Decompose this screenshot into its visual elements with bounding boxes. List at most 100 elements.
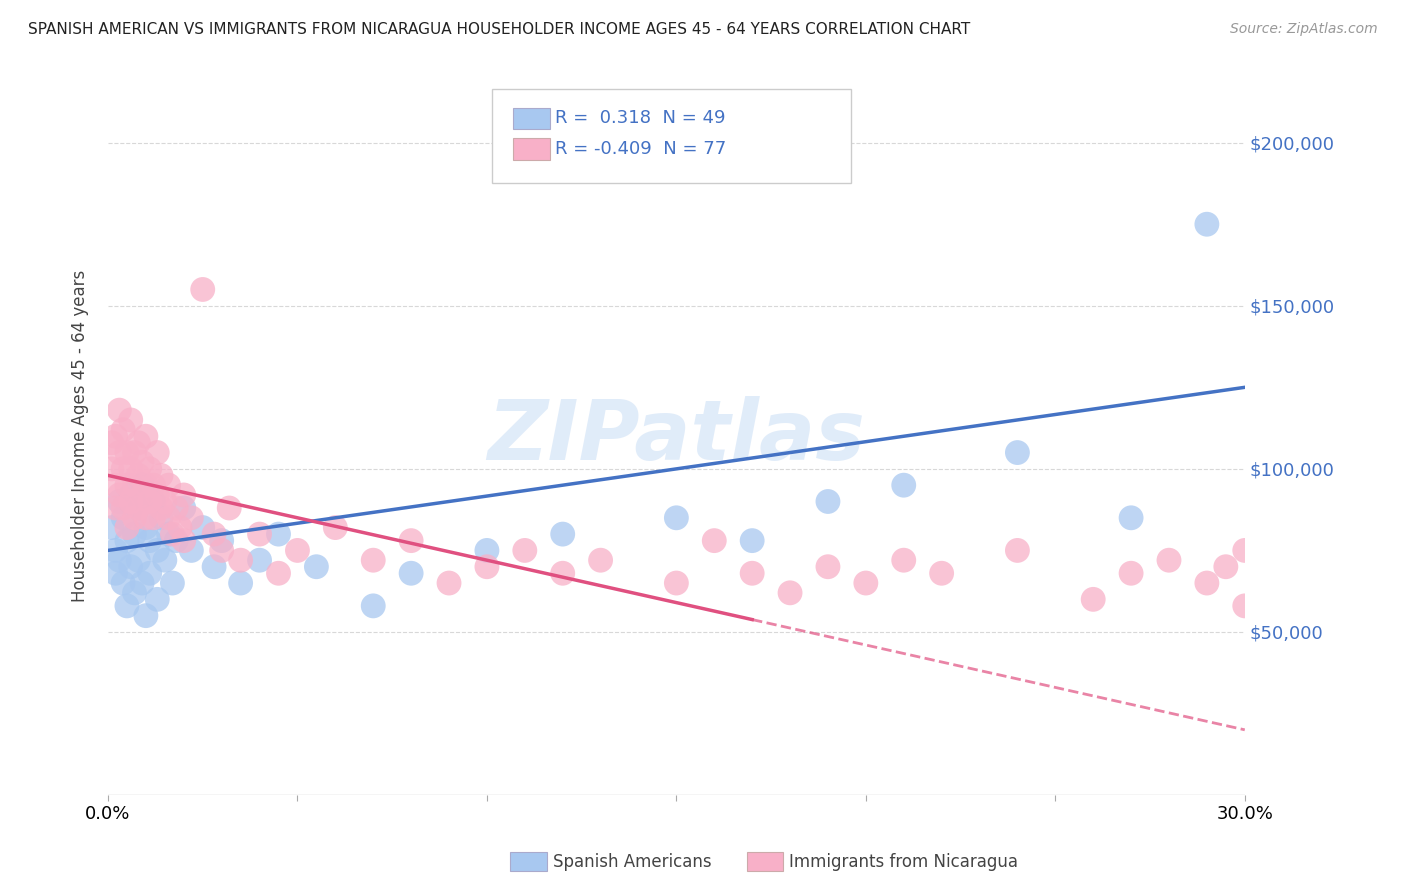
- Text: R =  0.318  N = 49: R = 0.318 N = 49: [555, 109, 725, 127]
- Point: [218, 501, 240, 516]
- Point: [112, 462, 135, 476]
- Point: [112, 576, 135, 591]
- Point: [249, 553, 271, 567]
- Point: [146, 592, 169, 607]
- Point: [162, 527, 184, 541]
- Point: [551, 566, 574, 581]
- Point: [267, 527, 290, 541]
- Point: [931, 566, 953, 581]
- Point: [135, 429, 157, 443]
- Point: [1195, 576, 1218, 591]
- Point: [1233, 599, 1256, 613]
- Point: [173, 488, 195, 502]
- Point: [211, 533, 233, 548]
- Text: ZIPatlas: ZIPatlas: [488, 396, 865, 476]
- Point: [146, 488, 169, 502]
- Point: [120, 462, 142, 476]
- Point: [150, 510, 173, 524]
- Y-axis label: Householder Income Ages 45 - 64 years: Householder Income Ages 45 - 64 years: [72, 270, 89, 602]
- Point: [112, 510, 135, 524]
- Point: [101, 520, 124, 534]
- Point: [120, 413, 142, 427]
- Point: [361, 553, 384, 567]
- Text: SPANISH AMERICAN VS IMMIGRANTS FROM NICARAGUA HOUSEHOLDER INCOME AGES 45 - 64 YE: SPANISH AMERICAN VS IMMIGRANTS FROM NICA…: [28, 22, 970, 37]
- Point: [127, 501, 149, 516]
- Point: [1119, 510, 1142, 524]
- Point: [665, 576, 688, 591]
- Text: R = -0.409  N = 77: R = -0.409 N = 77: [555, 140, 727, 158]
- Point: [138, 494, 160, 508]
- Point: [741, 566, 763, 581]
- Point: [124, 527, 146, 541]
- Point: [1007, 543, 1029, 558]
- Point: [138, 566, 160, 581]
- Point: [202, 527, 225, 541]
- Point: [138, 462, 160, 476]
- Point: [150, 468, 173, 483]
- Point: [399, 533, 422, 548]
- Point: [1157, 553, 1180, 567]
- Point: [229, 553, 252, 567]
- Point: [135, 510, 157, 524]
- Point: [249, 527, 271, 541]
- Point: [1119, 566, 1142, 581]
- Point: [112, 501, 135, 516]
- Point: [115, 599, 138, 613]
- Point: [173, 533, 195, 548]
- Point: [211, 543, 233, 558]
- Point: [120, 488, 142, 502]
- Point: [104, 501, 127, 516]
- Point: [153, 553, 176, 567]
- Point: [108, 488, 131, 502]
- Point: [135, 478, 157, 492]
- Point: [146, 445, 169, 459]
- Point: [165, 533, 187, 548]
- Point: [162, 576, 184, 591]
- Point: [305, 559, 328, 574]
- Point: [475, 543, 498, 558]
- Point: [142, 494, 165, 508]
- Point: [104, 543, 127, 558]
- Point: [101, 462, 124, 476]
- Point: [1195, 217, 1218, 231]
- Point: [1233, 543, 1256, 558]
- Point: [101, 435, 124, 450]
- Point: [855, 576, 877, 591]
- Point: [127, 553, 149, 567]
- Point: [138, 533, 160, 548]
- Point: [157, 510, 180, 524]
- Point: [124, 586, 146, 600]
- Point: [287, 543, 309, 558]
- Point: [124, 445, 146, 459]
- Point: [127, 501, 149, 516]
- Point: [475, 559, 498, 574]
- Point: [120, 494, 142, 508]
- Point: [142, 510, 165, 524]
- Point: [893, 553, 915, 567]
- Point: [893, 478, 915, 492]
- Point: [665, 510, 688, 524]
- Point: [146, 543, 169, 558]
- Point: [173, 501, 195, 516]
- Point: [131, 576, 153, 591]
- Point: [115, 520, 138, 534]
- Point: [135, 608, 157, 623]
- Point: [115, 533, 138, 548]
- Point: [229, 576, 252, 591]
- Point: [115, 478, 138, 492]
- Point: [104, 566, 127, 581]
- Point: [361, 599, 384, 613]
- Point: [1007, 445, 1029, 459]
- Point: [112, 423, 135, 437]
- Point: [153, 494, 176, 508]
- Point: [131, 455, 153, 469]
- Point: [180, 543, 202, 558]
- Point: [120, 559, 142, 574]
- Point: [551, 527, 574, 541]
- Point: [150, 501, 173, 516]
- Text: Source: ZipAtlas.com: Source: ZipAtlas.com: [1230, 22, 1378, 37]
- Point: [165, 501, 187, 516]
- Point: [191, 520, 214, 534]
- Point: [157, 527, 180, 541]
- Point: [127, 468, 149, 483]
